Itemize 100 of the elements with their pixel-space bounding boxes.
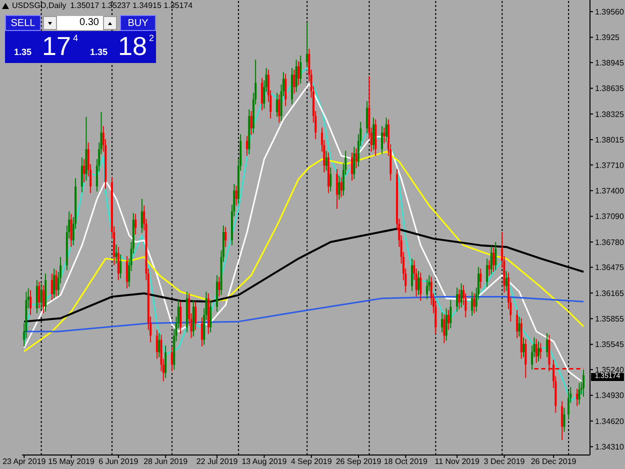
candlestick	[83, 158, 86, 183]
candlestick	[381, 125, 384, 155]
candlestick	[480, 268, 482, 289]
candlestick	[366, 100, 368, 134]
y-tick-label: 1.37400	[595, 186, 624, 196]
candlestick	[518, 316, 520, 337]
y-tick-label: 1.34930	[595, 391, 624, 400]
candlestick	[210, 300, 212, 333]
candlestick	[447, 309, 450, 330]
y-tick-label: 1.3925	[595, 33, 620, 42]
candlestick	[200, 316, 203, 347]
annotation: 0.30	[57, 16, 103, 30]
candlestick	[563, 407, 566, 432]
candlestick	[561, 400, 564, 441]
candlestick	[50, 272, 53, 301]
candlestick	[53, 268, 56, 299]
candlestick	[450, 300, 452, 329]
candlestick	[126, 256, 128, 289]
candlestick	[30, 290, 32, 316]
candlestick	[445, 308, 448, 342]
candlestick	[353, 146, 356, 180]
candlestick	[546, 332, 548, 358]
y-tick-label: 1.38325	[595, 110, 624, 119]
candlestick	[224, 226, 227, 248]
candlestick	[426, 278, 428, 300]
candlestick	[441, 312, 444, 333]
x-tick-label: 18 Oct 2019	[384, 457, 428, 466]
candlestick	[372, 117, 374, 151]
candlestick	[505, 270, 508, 292]
candlestick	[235, 185, 238, 206]
chart-subtitle: 1.35017 1.35237 1.34915 1.35174	[70, 1, 193, 10]
candlestick	[170, 346, 173, 372]
candlestick	[306, 22, 308, 68]
x-tick-label: 28 Jun 2019	[144, 457, 188, 466]
candlestick	[516, 309, 518, 339]
candlestick	[336, 168, 338, 210]
x-tick-label: 26 Sep 2019	[336, 457, 382, 466]
x-tick-label: 3 Dec 2019	[484, 457, 526, 466]
candlestick	[385, 117, 388, 142]
chart-title: USDSGD,Daily	[12, 1, 66, 10]
candlestick	[443, 314, 446, 344]
candlestick	[383, 127, 386, 144]
candlestick	[180, 301, 182, 334]
x-tick-label: 22 Jul 2019	[196, 457, 238, 466]
candlestick	[120, 254, 122, 279]
candlestick	[325, 150, 328, 172]
x-tick-label: 23 Apr 2019	[2, 457, 46, 466]
candlestick	[300, 55, 302, 84]
x-tick-label: 11 Nov 2019	[434, 457, 480, 466]
y-tick-label: 1.36475	[595, 263, 624, 272]
candlestick	[278, 94, 280, 124]
candlestick	[284, 73, 287, 107]
annotation: BUY	[120, 15, 156, 31]
y-tick-label: 1.35855	[595, 314, 624, 324]
candlestick	[494, 242, 497, 271]
candlestick	[540, 342, 542, 360]
y-tick-label: 1.38635	[595, 84, 624, 94]
x-tick-label: 15 May 2019	[48, 457, 95, 466]
y-tick-label: 1.37710	[595, 160, 624, 170]
y-tick-label: 1.34310	[595, 442, 624, 452]
candlestick	[70, 213, 72, 248]
candlestick	[578, 382, 580, 405]
candlestick	[218, 276, 220, 298]
candlestick	[158, 332, 160, 358]
annotation: SELL	[5, 15, 41, 31]
candlestick	[458, 288, 460, 310]
candlestick	[355, 148, 358, 169]
candlestick	[524, 338, 527, 378]
candlestick	[535, 338, 538, 364]
candlestick	[492, 247, 494, 272]
candlestick	[295, 59, 298, 92]
x-tick-label: 4 Sep 2019	[290, 457, 332, 466]
y-tick-label: 1.36165	[595, 288, 624, 298]
candlestick	[156, 329, 158, 360]
candlestick	[297, 60, 300, 86]
candlestick	[522, 336, 524, 358]
candlestick	[486, 258, 488, 288]
candlestick	[420, 272, 422, 302]
y-tick-label: 1.35545	[595, 340, 624, 350]
candlestick	[351, 152, 354, 182]
candlestick	[471, 291, 474, 316]
candlestick	[194, 301, 197, 330]
x-tick-label: 6 Jun 2019	[98, 457, 139, 466]
candlestick	[276, 92, 278, 118]
candlestick	[115, 244, 118, 264]
candlestick	[140, 198, 143, 234]
x-tick-label: 26 Dec 2019	[530, 457, 577, 466]
y-tick-label: 1.36780	[595, 238, 624, 247]
candlestick	[42, 284, 44, 314]
candlestick	[80, 156, 83, 193]
candlestick	[36, 280, 38, 314]
candlestick	[164, 345, 167, 378]
candlestick	[330, 166, 332, 192]
candlestick	[417, 270, 420, 296]
candlestick	[338, 175, 340, 200]
candlestick	[490, 246, 492, 275]
candlestick	[117, 246, 120, 281]
candlestick	[567, 390, 570, 420]
candlestick	[38, 281, 40, 309]
candlestick	[582, 369, 584, 398]
